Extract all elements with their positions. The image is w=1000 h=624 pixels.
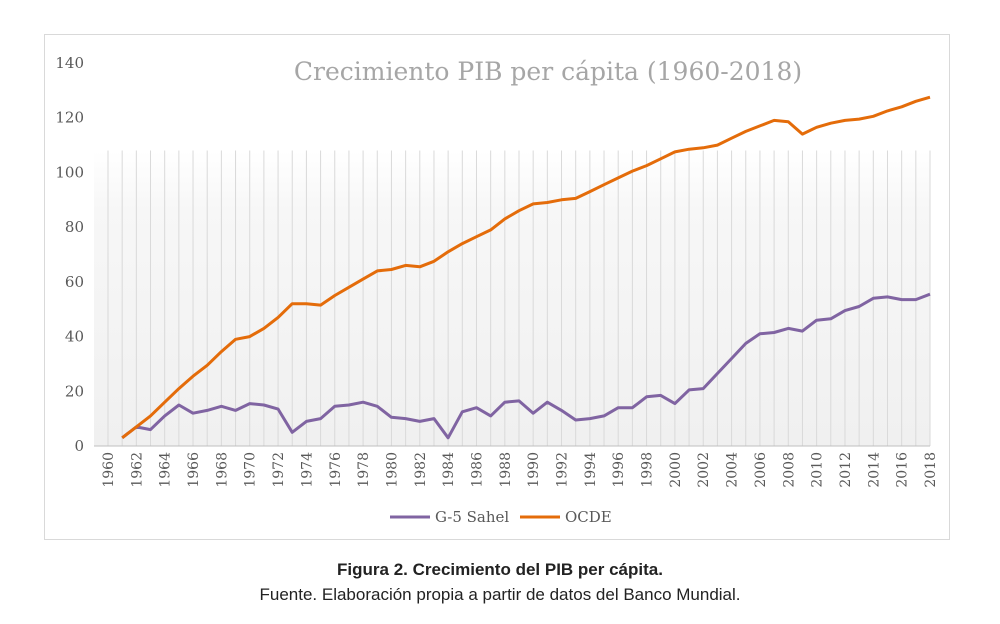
x-tick-label: 1998 — [640, 452, 656, 488]
x-tick-label: 1964 — [158, 452, 174, 488]
x-tick-label: 1990 — [526, 452, 542, 488]
legend-label: OCDE — [565, 508, 612, 526]
x-tick-label: 1992 — [555, 452, 571, 488]
y-tick-label: 140 — [55, 54, 84, 72]
figure-caption-source: Fuente. Elaboración propia a partir de d… — [259, 585, 741, 604]
x-tick-label: 1962 — [129, 452, 145, 488]
figure-caption-title: Figura 2. Crecimiento del PIB per cápita… — [337, 560, 663, 579]
x-tick-label: 1976 — [328, 452, 344, 488]
x-tick-label: 2008 — [781, 452, 797, 488]
x-tick-label: 1988 — [498, 452, 514, 488]
x-tick-label: 1960 — [101, 452, 117, 488]
x-tick-label: 2010 — [810, 452, 826, 488]
legend-label: G-5 Sahel — [435, 508, 509, 526]
x-tick-label: 1980 — [384, 452, 400, 488]
y-tick-label: 40 — [65, 328, 84, 346]
x-tick-label: 1996 — [611, 452, 627, 488]
y-tick-label: 20 — [65, 382, 84, 400]
y-tick-label: 0 — [74, 437, 84, 455]
x-tick-label: 1968 — [214, 452, 230, 488]
x-tick-label: 1970 — [243, 452, 259, 488]
y-tick-label: 120 — [55, 109, 84, 127]
y-tick-label: 60 — [65, 273, 84, 291]
x-tick-label: 1966 — [186, 452, 202, 488]
x-tick-label: 1986 — [469, 452, 485, 488]
x-tick-label: 1984 — [441, 452, 457, 488]
x-tick-label: 1978 — [356, 452, 372, 488]
y-tick-label: 80 — [65, 218, 84, 236]
x-tick-label: 2002 — [696, 452, 712, 488]
x-tick-label: 2018 — [923, 452, 939, 488]
x-tick-label: 2000 — [668, 452, 684, 488]
x-tick-label: 2012 — [838, 452, 854, 488]
x-tick-label: 2014 — [866, 452, 882, 488]
series-line-ocde — [121, 95, 931, 439]
y-tick-label: 100 — [55, 163, 84, 181]
chart-title: Crecimiento PIB per cápita (1960-2018) — [294, 57, 802, 86]
legend: G-5 Sahel OCDE — [390, 508, 612, 526]
x-tick-label: 2006 — [753, 452, 769, 488]
plot-area — [94, 150, 930, 447]
x-tick-label: 1982 — [413, 452, 429, 488]
x-tick-label: 2004 — [725, 452, 741, 488]
line-chart: 0 20 40 60 80 100 120 140 1960 1962 1964 1966 1968 1… — [55, 54, 939, 526]
x-tick-label: 1994 — [583, 452, 599, 488]
x-tick-label: 1974 — [299, 452, 315, 488]
x-tick-label: 1972 — [271, 452, 287, 488]
x-tick-label: 2016 — [895, 452, 911, 488]
series-line-g-5-sahel — [121, 292, 931, 440]
